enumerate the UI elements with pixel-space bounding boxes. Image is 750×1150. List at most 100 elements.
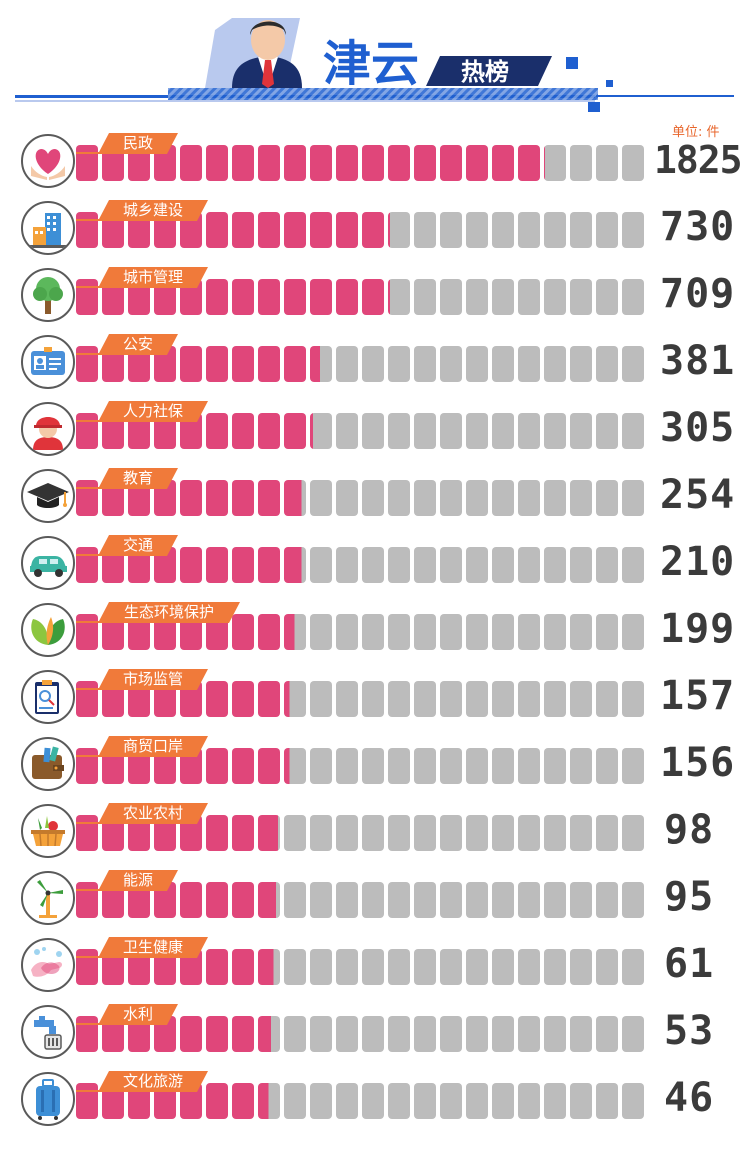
header-underline-light-icon [15,100,595,102]
category-tag [98,803,208,824]
bar-segment-empty [440,614,462,650]
bar-segment-empty [596,480,618,516]
bar-segment-empty [466,949,488,985]
header-graphic: 津云 热榜 [15,18,734,112]
bar-segment-filled [206,681,228,717]
bar-segment-empty [622,1016,644,1052]
bar-segment-filled [76,480,98,516]
bar-segment-empty [310,480,332,516]
bar-segment-filled [232,949,254,985]
bar-segment-empty [596,882,618,918]
bar-segment-filled [76,815,98,851]
bar-segment-empty [440,748,462,784]
bar-segment-filled [258,681,280,717]
bar-segment-empty [544,279,566,315]
bar-segment-empty [440,815,462,851]
bar-segment-empty [544,882,566,918]
bar-segment-filled [232,1083,254,1119]
bar-track [76,480,646,520]
bar-segment-filled [440,145,462,181]
bar-segment-filled [362,212,384,248]
bar-segment-filled [466,145,488,181]
category-label: 民政 [122,134,153,152]
bar-segment-filled [102,279,124,315]
bar-segment-filled [258,279,280,315]
bar-segment-partial [258,1083,280,1119]
bar-segment-filled [310,212,332,248]
chart-row: 人力社保 305 [0,401,750,468]
bar-segment-empty [466,547,488,583]
bar-segment-empty [518,413,540,449]
bar-segment-empty [310,547,332,583]
bar-segment-partial [388,279,410,315]
bar-segment-filled [76,748,98,784]
category-label: 公安 [122,335,153,353]
bar-segment-empty [440,547,462,583]
bar-segment-filled [232,882,254,918]
bar-segment-empty [518,346,540,382]
bar-segment-filled [76,614,98,650]
chart-row: 城市管理 709 [0,267,750,334]
category-label: 卫生健康 [122,938,183,956]
bar-segment-filled [258,547,280,583]
bar-segment-empty [336,748,358,784]
bar-segment-empty [492,1083,514,1119]
bar-segment-empty [466,480,488,516]
bar-segment-filled [102,815,124,851]
bar-segment-filled [180,547,202,583]
bar-segment-filled [128,815,150,851]
bar-segment-empty [414,614,436,650]
bar-segment-filled [128,614,150,650]
bar-segment-empty [336,815,358,851]
bar-segment-filled [180,212,202,248]
bar-segment-empty [544,212,566,248]
bar-segment-empty [544,480,566,516]
bar-segment-filled [258,346,280,382]
header-square-icon-3 [606,80,613,87]
bar-segment-empty [622,748,644,784]
bar-segment-empty [622,145,644,181]
bar-segment-empty [388,346,410,382]
bar-segment-empty [518,949,540,985]
bar-segment-filled [128,346,150,382]
bar-segment-filled [128,949,150,985]
bar-segment-empty [596,748,618,784]
category-label: 城乡建设 [122,201,183,219]
value-label: 53 [664,1008,715,1054]
bar-segment-empty [362,547,384,583]
bar-segment-filled [180,949,202,985]
bar-segment-empty [388,1083,410,1119]
bar-segment-partial [258,1016,280,1052]
bar-segment-empty [362,614,384,650]
bar-segment-filled [102,748,124,784]
bar-segment-empty [388,413,410,449]
bar-segment-empty [310,1016,332,1052]
bar-segment-filled [206,614,228,650]
bar-segment-partial [310,413,332,449]
bar-segment-filled [336,279,358,315]
bar-segment-empty [570,547,592,583]
bar-segment-filled [362,279,384,315]
bar-segment-empty [362,882,384,918]
bar-segment-empty [466,1083,488,1119]
inspection-clipboard-icon [21,670,75,724]
bar-segment-empty [570,212,592,248]
bar-segment-empty [336,882,358,918]
bar-segment-empty [492,614,514,650]
value-label: 1825 [654,138,743,182]
category-tag [98,602,240,623]
bar-segment-empty [284,1083,306,1119]
bar-segment-empty [518,681,540,717]
police-badge-icon [21,335,75,389]
bar-segment-empty [570,949,592,985]
heart-hands-icon [21,134,75,188]
header-title-main: 津云 [323,36,419,92]
bar-segment-empty [440,212,462,248]
bar-segment-filled [180,681,202,717]
bar-segment-empty [596,1083,618,1119]
category-tag [98,401,208,422]
bar-segment-filled [258,413,280,449]
bar-segment-empty [492,882,514,918]
bar-segment-empty [544,748,566,784]
bar-segment-filled [102,614,124,650]
